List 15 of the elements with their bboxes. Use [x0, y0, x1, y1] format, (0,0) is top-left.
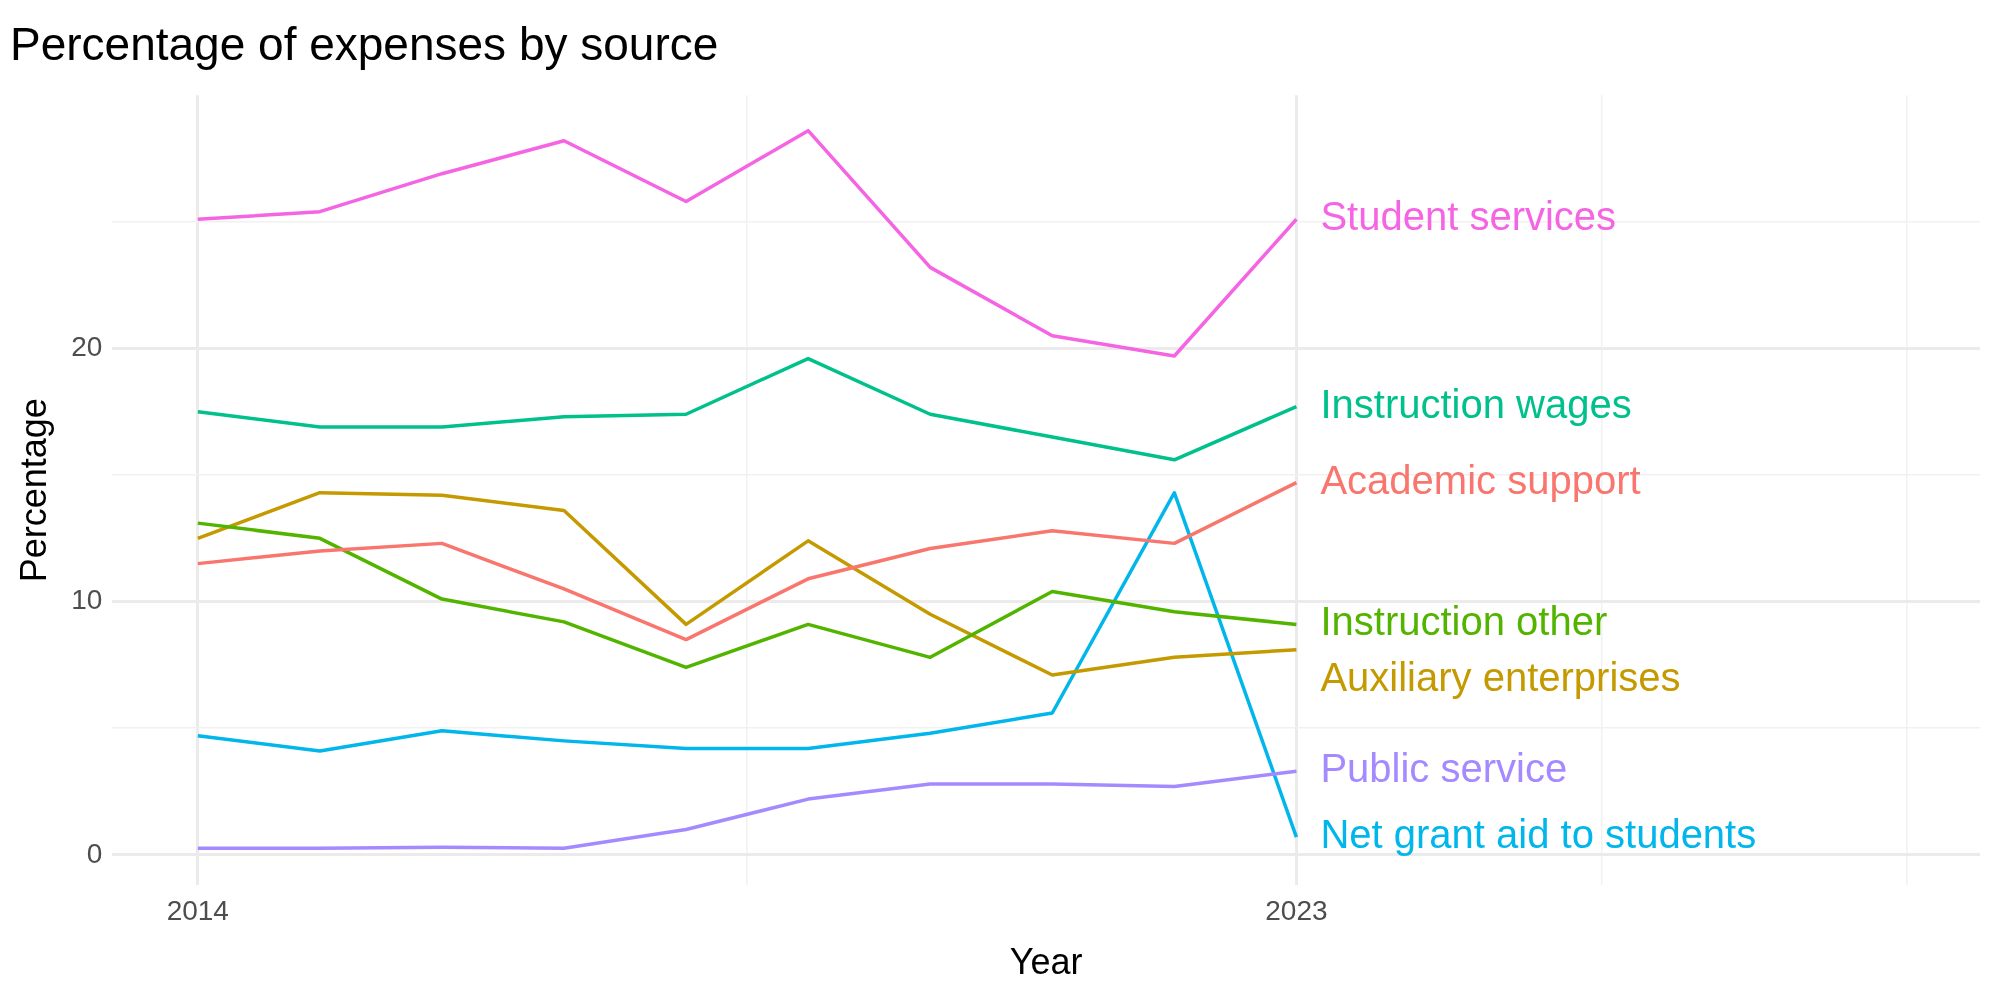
- series-label: Auxiliary enterprises: [1320, 655, 1681, 700]
- series-label: Academic support: [1320, 457, 1641, 502]
- y-axis-title: Percentage: [12, 398, 54, 583]
- chart-title: Percentage of expenses by source: [10, 18, 719, 71]
- x-tick-label: 2023: [1265, 894, 1328, 926]
- series-label: Instruction wages: [1320, 381, 1632, 426]
- y-tick-label: 20: [71, 331, 103, 363]
- y-tick-label: 10: [71, 584, 103, 616]
- series-label: Public service: [1320, 746, 1568, 791]
- x-tick-label: 2014: [166, 894, 229, 926]
- x-axis-title: Year: [1009, 941, 1083, 983]
- y-tick-label: 0: [86, 837, 103, 869]
- series-label: Student services: [1320, 194, 1617, 239]
- series-label: Instruction other: [1320, 599, 1608, 644]
- series-label: Net grant aid to students: [1320, 812, 1757, 857]
